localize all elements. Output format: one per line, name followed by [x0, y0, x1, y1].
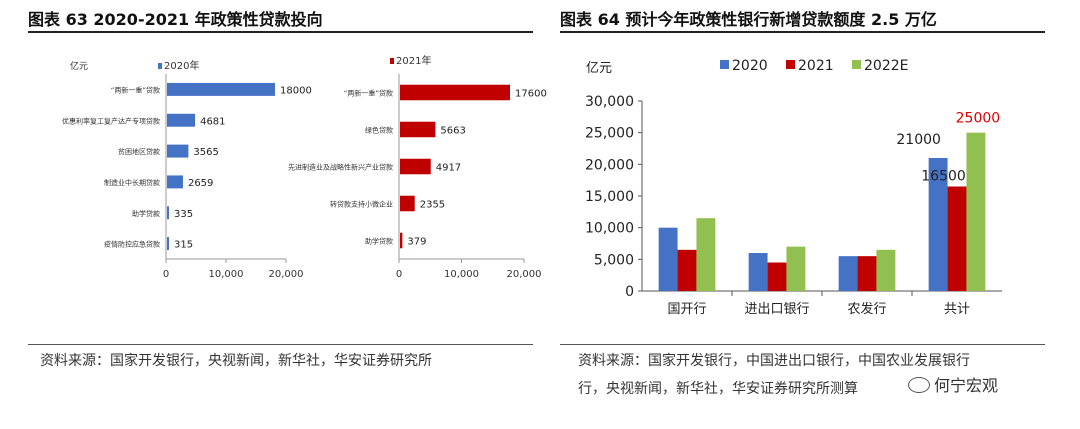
c63b-x-tick-label: 10,000 — [444, 269, 479, 280]
c63a-category-label: 制造业中长期贷款 — [104, 178, 160, 187]
c63b-bar-value: 379 — [407, 237, 426, 248]
c64-category-label: 共计 — [944, 302, 970, 317]
c63b-bar — [400, 84, 510, 101]
c64-category-label: 进出口银行 — [744, 302, 809, 317]
c63b-category-label: 绿色贷款 — [365, 126, 393, 135]
watermark-text: 何宁宏观 — [934, 376, 999, 395]
wechat-logo-icon — [908, 377, 930, 393]
c63b-bar — [400, 121, 436, 138]
c63a-legend-swatch — [158, 63, 162, 69]
c63a-bar-value: 2659 — [188, 178, 213, 189]
c63b-bar-value: 5663 — [440, 126, 465, 137]
c64-legend-label: 2020 — [732, 58, 768, 74]
c63b-category-label: “两新一重”贷款 — [344, 89, 393, 98]
c64-bar — [857, 256, 877, 291]
c64-data-label: 25000 — [956, 111, 1001, 127]
c63a-category-label: 疫情防控应急贷款 — [104, 240, 160, 249]
c64-y-tick-label: 10,000 — [585, 221, 634, 237]
c64-legend-label: 2022E — [864, 58, 908, 74]
c63b-legend-label: 2021年 — [396, 54, 431, 67]
c64-bar — [748, 253, 768, 291]
c63a-unit-label: 亿元 — [70, 60, 88, 72]
c63a-bar — [167, 144, 189, 158]
c64-bar — [767, 262, 787, 291]
c63a-category-label: 优惠利率复工复产达产专项贷款 — [62, 116, 160, 125]
c63a-bar-value: 315 — [174, 240, 193, 251]
c63a-x-tick-label: 20,000 — [269, 269, 304, 280]
c63a-bar — [167, 237, 169, 251]
source-rule-right — [560, 344, 1045, 345]
c64-bar — [947, 186, 967, 291]
c64-bar — [658, 227, 678, 291]
c63a-x-tick-label: 10,000 — [209, 269, 244, 280]
c63b-x-tick-label: 0 — [396, 269, 402, 280]
c63a-category-label: “两新一重”贷款 — [111, 85, 160, 94]
c64-y-tick-label: 25,000 — [585, 126, 634, 142]
c64-category-label: 国开行 — [667, 302, 706, 317]
chart64-title: 图表 64 预计今年政策性银行新增贷款额度 2.5 万亿 — [560, 10, 937, 29]
c64-y-tick-label: 20,000 — [585, 157, 634, 173]
c63a-bar-value: 18000 — [280, 85, 312, 96]
c64-bar — [786, 246, 806, 291]
c64-data-label: 21000 — [896, 132, 941, 148]
c64-bar — [876, 249, 896, 291]
chart63-title: 图表 63 2020-2021 年政策性贷款投向 — [28, 10, 323, 29]
c63a-legend-label: 2020年 — [164, 59, 199, 72]
c63b-bar-value: 4917 — [436, 163, 461, 174]
c63b-bar — [400, 158, 431, 175]
c64-bar — [677, 249, 697, 291]
c63b-category-label: 先进制造业及战略性新兴产业贷款 — [288, 163, 393, 172]
c64-y-tick-label: 0 — [625, 284, 634, 300]
c64-bar — [838, 256, 858, 291]
c63a-x-tick-label: 0 — [163, 269, 169, 280]
c63a-category-label: 贫困地区贷款 — [118, 147, 160, 156]
c64-bar — [966, 132, 986, 291]
c64-bar — [696, 218, 716, 291]
c64-legend-label: 2021 — [798, 58, 834, 74]
chart64-svg: 0 5,000 10,000 15,000 20,000 25,000 30,000 亿元 20… — [585, 58, 1002, 317]
chart64-source-line1: 资料来源：国家开发银行，中国进出口银行，中国农业发展银行 — [578, 353, 970, 369]
c64-category-label: 农发行 — [847, 301, 886, 317]
c64-y-tick-label: 5,000 — [594, 252, 634, 268]
c63b-x-tick-label: 20,000 — [507, 269, 542, 280]
c63b-bar-value: 17600 — [515, 89, 547, 100]
c64-unit-label: 亿元 — [586, 61, 612, 76]
c64-bar — [928, 158, 948, 291]
c64-data-label: 16500 — [921, 169, 966, 185]
watermark: 何宁宏观 — [908, 372, 998, 396]
c63a-bar — [167, 113, 196, 127]
title-rule-left — [28, 31, 533, 33]
c64-legend-swatch — [786, 60, 795, 69]
c63b-legend-swatch — [390, 58, 394, 64]
c63b-bar-value: 2355 — [420, 200, 445, 211]
c63a-bar-value: 4681 — [200, 116, 225, 127]
c63a-category-label: 助学贷款 — [132, 209, 160, 218]
c64-y-tick-label: 15,000 — [585, 189, 634, 205]
chart63-svg: 0 10,000 20,000 2020年 亿元 18000 “两新一重”贷款 4681 优惠利… — [62, 54, 547, 280]
c64-legend-swatch — [852, 60, 861, 69]
c63a-bar — [167, 175, 183, 189]
title-rule-right — [560, 31, 1045, 33]
c63b-category-label: 助学贷款 — [365, 237, 393, 246]
c63a-bar-value: 335 — [174, 209, 193, 220]
source-rule-left — [28, 344, 533, 345]
c63a-bar — [167, 82, 275, 96]
c63b-bar — [400, 232, 403, 249]
c63a-bar-value: 3565 — [193, 147, 218, 158]
c63b-bar — [400, 195, 415, 212]
chart64-source-line2: 行，央视新闻，新华社，华安证券研究所测算 — [578, 381, 858, 397]
chart63-source: 资料来源：国家开发银行，央视新闻，新华社，华安证券研究所 — [40, 353, 432, 369]
c63a-bar — [167, 206, 170, 220]
c64-y-tick-label: 30,000 — [585, 94, 634, 110]
c64-legend-swatch — [720, 60, 729, 69]
c63b-category-label: 转贷款支持小微企业 — [330, 200, 393, 209]
